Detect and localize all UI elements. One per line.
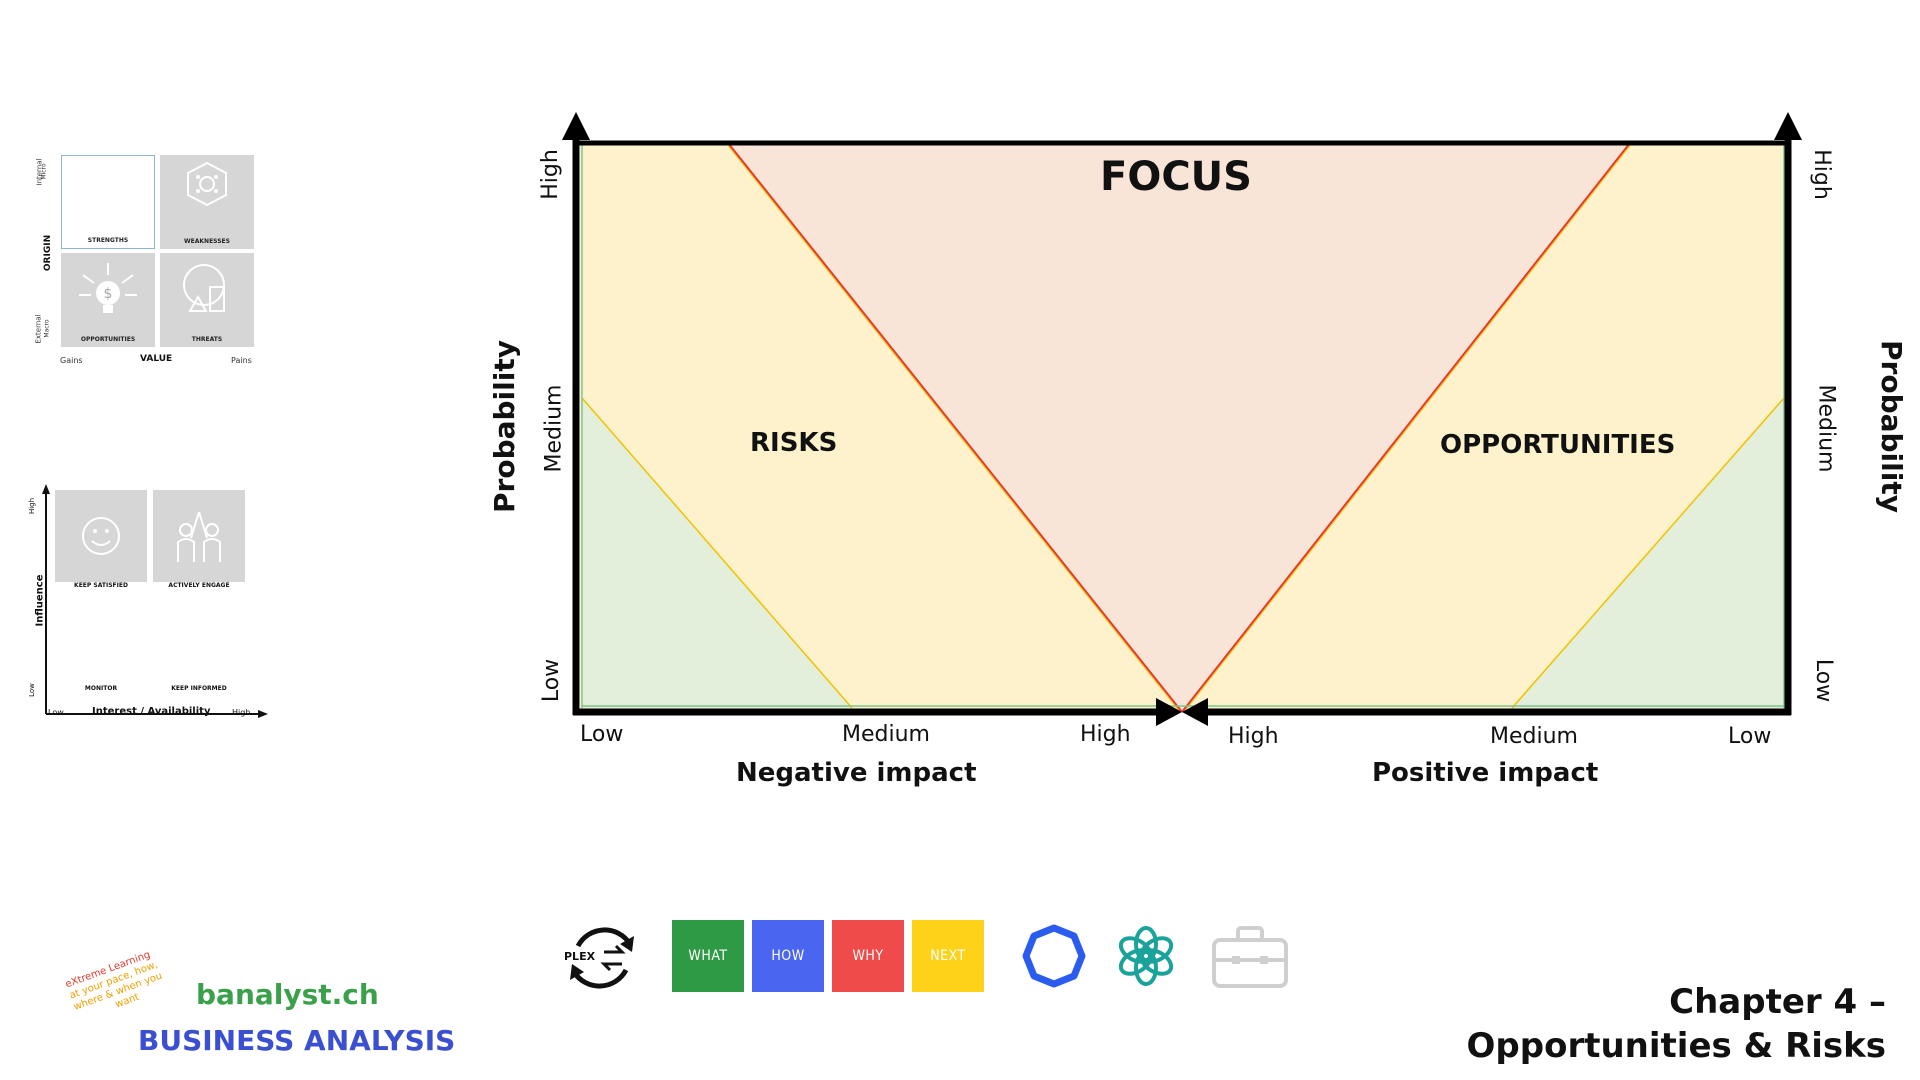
swot-cell-strengths: STRENGTHS xyxy=(61,155,155,249)
plex-label: PLEX xyxy=(564,950,596,963)
ring-logo-icon xyxy=(1022,924,1086,988)
y-tick-left-low: Low xyxy=(539,658,565,703)
stakeholder-x-axis-title: Interest / Availability xyxy=(92,706,211,717)
focus-label: FOCUS xyxy=(1100,154,1252,200)
next-button[interactable]: NEXT xyxy=(912,920,984,992)
svg-text:$: $ xyxy=(104,286,113,302)
x-axis-arrow-positive xyxy=(1182,698,1208,726)
swot-x-left-label: Gains xyxy=(60,356,83,365)
swot-cell-opportunities: $ OPPORTUNITIES xyxy=(61,253,155,347)
cog-network-icon xyxy=(187,161,227,207)
y-tick-right-low: Low xyxy=(1811,658,1837,703)
x-tick-negative-low: Low xyxy=(580,722,624,747)
y-tick-right-medium: Medium xyxy=(1813,384,1839,473)
briefcase-button[interactable] xyxy=(1210,924,1290,990)
x-tick-positive-medium: Medium xyxy=(1490,724,1578,749)
swot-x-axis-title: VALUE xyxy=(140,354,173,364)
stakeholder-label-keep-informed: KEEP INFORMED xyxy=(171,685,227,692)
x-tick-positive-low: Low xyxy=(1728,724,1772,749)
focus-zone xyxy=(728,143,1630,712)
stakeholder-x-high: High xyxy=(232,708,251,717)
lightbulb-dollar-icon: $ xyxy=(79,263,137,313)
risk-opportunity-diagram xyxy=(562,112,1802,726)
high-five-icon xyxy=(177,511,221,562)
what-button[interactable]: WHAT xyxy=(672,920,744,992)
stakeholder-label-monitor: MONITOR xyxy=(84,685,118,692)
opportunities-label: OPPORTUNITIES xyxy=(1440,430,1676,460)
x-tick-positive-high: High xyxy=(1228,724,1279,749)
x-tick-negative-medium: Medium xyxy=(842,722,930,747)
brand-title: BUSINESS ANALYSIS xyxy=(138,1024,456,1057)
y-tick-left-high: High xyxy=(537,149,563,200)
swot-label-threats: THREATS xyxy=(191,336,223,343)
y-axis-title-right: Probability xyxy=(1874,340,1908,513)
chatgpt-logo-icon xyxy=(1118,926,1174,986)
chapter-title: Chapter 4 – Opportunities & Risks xyxy=(1467,980,1886,1068)
chapter-line-1: Chapter 4 – xyxy=(1669,982,1886,1022)
swot-label-opportunities: OPPORTUNITIES xyxy=(80,336,136,343)
swot-cell-weaknesses: WEAKNESSES xyxy=(160,155,254,249)
x-axis-arrow-negative xyxy=(1156,698,1182,726)
x-axis-title-positive: Positive impact xyxy=(1372,758,1599,788)
y-tick-left-medium: Medium xyxy=(541,384,567,473)
ring-app-button[interactable] xyxy=(1020,922,1088,990)
y-axis-arrow-right xyxy=(1774,112,1802,140)
y-axis-arrow-left xyxy=(562,112,590,140)
stakeholder-cell-keep-satisfied xyxy=(55,490,147,582)
globe-buildings-icon xyxy=(183,264,225,312)
x-axis-title-negative: Negative impact xyxy=(736,758,977,788)
smiley-icon xyxy=(82,517,120,555)
briefcase-icon xyxy=(1212,926,1288,988)
chapter-line-2: Opportunities & Risks xyxy=(1466,1026,1886,1066)
y-axis-title-left: Probability xyxy=(487,340,521,513)
stakeholder-axes xyxy=(42,484,268,718)
how-button[interactable]: HOW xyxy=(752,920,824,992)
stakeholder-x-low: Low xyxy=(48,708,64,717)
risks-label: RISKS xyxy=(750,428,838,458)
swot-label-weaknesses: WEAKNESSES xyxy=(184,238,230,245)
y-tick-right-high: High xyxy=(1808,149,1834,200)
stakeholder-label-keep-satisfied: KEEP SATISFIED xyxy=(74,582,128,589)
swot-label-strengths: STRENGTHS xyxy=(87,237,129,244)
tagline: eXtreme Learning at your pace, how, wher… xyxy=(64,948,168,1025)
why-button[interactable]: WHY xyxy=(832,920,904,992)
site-link[interactable]: banalyst.ch xyxy=(196,978,379,1011)
plex-cycle-icon xyxy=(570,927,634,989)
stakeholder-cell-actively-engage xyxy=(153,490,245,582)
x-tick-negative-high: High xyxy=(1080,722,1131,747)
swot-x-right-label: Pains xyxy=(231,356,252,365)
stakeholder-label-actively-engage: ACTIVELY ENGAGE xyxy=(168,582,230,589)
chatgpt-button[interactable] xyxy=(1112,922,1180,990)
swot-cell-threats: THREATS xyxy=(160,253,254,347)
plex-button[interactable]: PLEX xyxy=(562,918,642,998)
